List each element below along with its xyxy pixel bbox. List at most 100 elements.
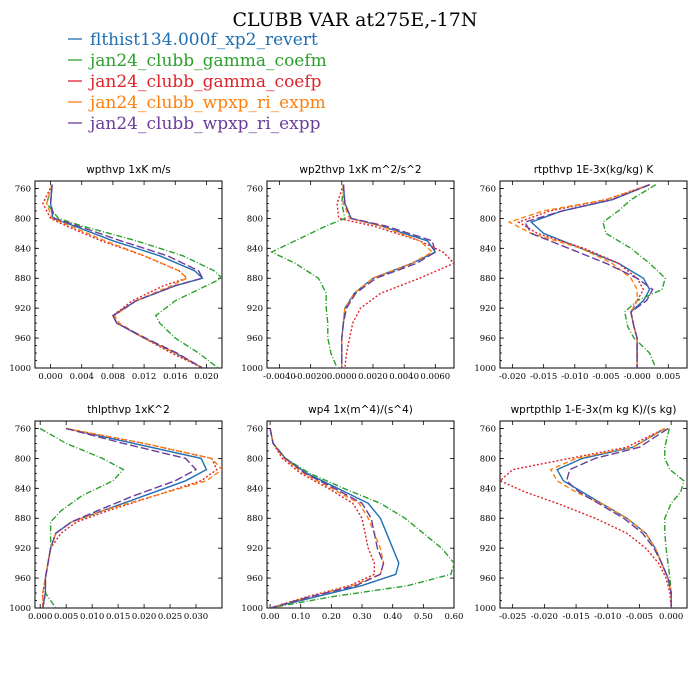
x-tick-label: 0.020 [194, 372, 218, 382]
series-line [556, 427, 672, 608]
panel: wpthvp 1xK m/s 760 800 840 880 920 960 1000 0.00… [9, 164, 223, 382]
series-line [523, 184, 654, 368]
series-line [500, 427, 672, 608]
panel-title: wp2thvp 1xK m^2/s^2 [299, 164, 421, 176]
plot-frame [499, 420, 688, 609]
y-tick-label: 800 [480, 214, 496, 224]
y-tick-label: 760 [15, 184, 31, 194]
series-line [270, 184, 346, 368]
legend-label: jan24_clubb_wpxp_ri_expm [88, 93, 326, 113]
series-group [270, 184, 454, 368]
series-group [39, 427, 222, 608]
series-line [341, 184, 437, 368]
y-tick-label: 760 [15, 424, 31, 434]
series-line [49, 184, 204, 368]
plot-frame [499, 180, 688, 369]
y-tick-label: 920 [15, 304, 31, 314]
panel-title: wpthvp 1xK m/s [86, 164, 171, 176]
x-tick-label: 0.30 [353, 612, 372, 622]
y-tick-label: 1000 [241, 604, 263, 614]
x-tick-label: -0.000 [624, 372, 651, 382]
x-tick-label: 0.030 [184, 612, 208, 622]
x-tick-label: 0.012 [132, 372, 156, 382]
plot-frame [266, 180, 455, 369]
y-tick-label: 960 [480, 574, 496, 584]
x-tick-label: -0.020 [499, 372, 526, 382]
y-tick-label: 840 [247, 244, 263, 254]
legend: flthist134.000f_xp2_revertjan24_clubb_ga… [68, 30, 327, 134]
x-tick-label: 0.004 [70, 372, 94, 382]
x-tick-label: -0.025 [499, 612, 526, 622]
y-tick-label: 960 [15, 334, 31, 344]
y-tick-label: 840 [480, 484, 496, 494]
y-tick-label: 840 [15, 244, 31, 254]
panel-title: thlpthvp 1xK^2 [87, 404, 170, 416]
plot-frame [34, 180, 223, 369]
x-tick-label: 0.020 [132, 612, 156, 622]
x-tick-label: 0.50 [414, 612, 433, 622]
series-line [49, 184, 204, 368]
y-tick-label: 800 [247, 454, 263, 464]
y-tick-label: 880 [480, 514, 496, 524]
x-tick-label: 0.40 [383, 612, 402, 622]
y-tick-label: 880 [480, 274, 496, 284]
x-tick-label: -0.005 [592, 372, 619, 382]
y-tick-label: 1000 [9, 364, 31, 374]
x-tick-label: -0.015 [530, 372, 557, 382]
x-tick-label: 0.0040 [389, 372, 419, 382]
series-line [341, 184, 437, 368]
y-tick-label: 840 [15, 484, 31, 494]
series-line [529, 184, 651, 368]
x-tick-label: -0.010 [561, 372, 588, 382]
y-tick-label: 960 [480, 334, 496, 344]
legend-label: jan24_clubb_wpxp_ri_expp [88, 114, 321, 134]
x-tick-label: 0.20 [322, 612, 341, 622]
y-tick-label: 760 [480, 184, 496, 194]
y-tick-label: 1000 [474, 364, 496, 374]
y-tick-label: 960 [247, 574, 263, 584]
panel-title: rtpthvp 1E-3x(kg/kg) K [534, 164, 655, 176]
x-tick-label: 0.005 [656, 372, 680, 382]
series-line [507, 184, 650, 368]
x-tick-label: 0.008 [101, 372, 125, 382]
x-tick-label: -0.010 [594, 612, 621, 622]
x-tick-label: 0.005 [54, 612, 78, 622]
series-line [269, 428, 385, 608]
y-tick-label: 800 [15, 454, 31, 464]
series-line [341, 184, 434, 368]
x-tick-label: 0.016 [163, 372, 187, 382]
series-line [664, 428, 685, 608]
y-tick-label: 920 [247, 544, 263, 554]
panel: thlpthvp 1xK^276080084088092096010000.00… [9, 404, 223, 622]
x-tick-label: 0.00 [261, 612, 280, 622]
series-line [269, 428, 375, 608]
x-tick-label: -0.0020 [294, 372, 327, 382]
x-tick-label: 0.025 [158, 612, 182, 622]
plot-frame [34, 420, 223, 609]
x-tick-label: 0.0000 [327, 372, 357, 382]
y-tick-label: 800 [15, 214, 31, 224]
y-tick-label: 760 [247, 184, 263, 194]
x-tick-label: 0.000 [28, 612, 52, 622]
x-tick-label: 0.015 [106, 612, 130, 622]
legend-label: jan24_clubb_gamma_coefp [88, 72, 322, 92]
y-tick-label: 1000 [474, 604, 496, 614]
x-tick-label: 0.000 [38, 372, 62, 382]
x-tick-label: 0.10 [291, 612, 310, 622]
panels: wpthvp 1xK m/s76080084088092096010000.00… [9, 164, 688, 622]
panel: rtpthvp 1E-3x(kg/kg) K 760 800 840 880 920 960… [474, 164, 688, 382]
series-group [507, 184, 666, 368]
panel-title: wp4 1x(m^4)/(s^4) [308, 404, 413, 416]
y-tick-label: 920 [247, 304, 263, 314]
y-tick-label: 1000 [9, 604, 31, 614]
x-tick-label: 0.0060 [420, 372, 450, 382]
series-line [602, 184, 666, 368]
x-tick-label: -0.005 [626, 612, 653, 622]
series-line [45, 184, 203, 368]
series-group [42, 184, 222, 368]
plot-frame [266, 420, 455, 609]
panel-title: wprtpthlp 1-E-3x(m kg K)/(s kg) [511, 404, 677, 416]
series-line [42, 427, 208, 608]
y-tick-label: 920 [480, 304, 496, 314]
